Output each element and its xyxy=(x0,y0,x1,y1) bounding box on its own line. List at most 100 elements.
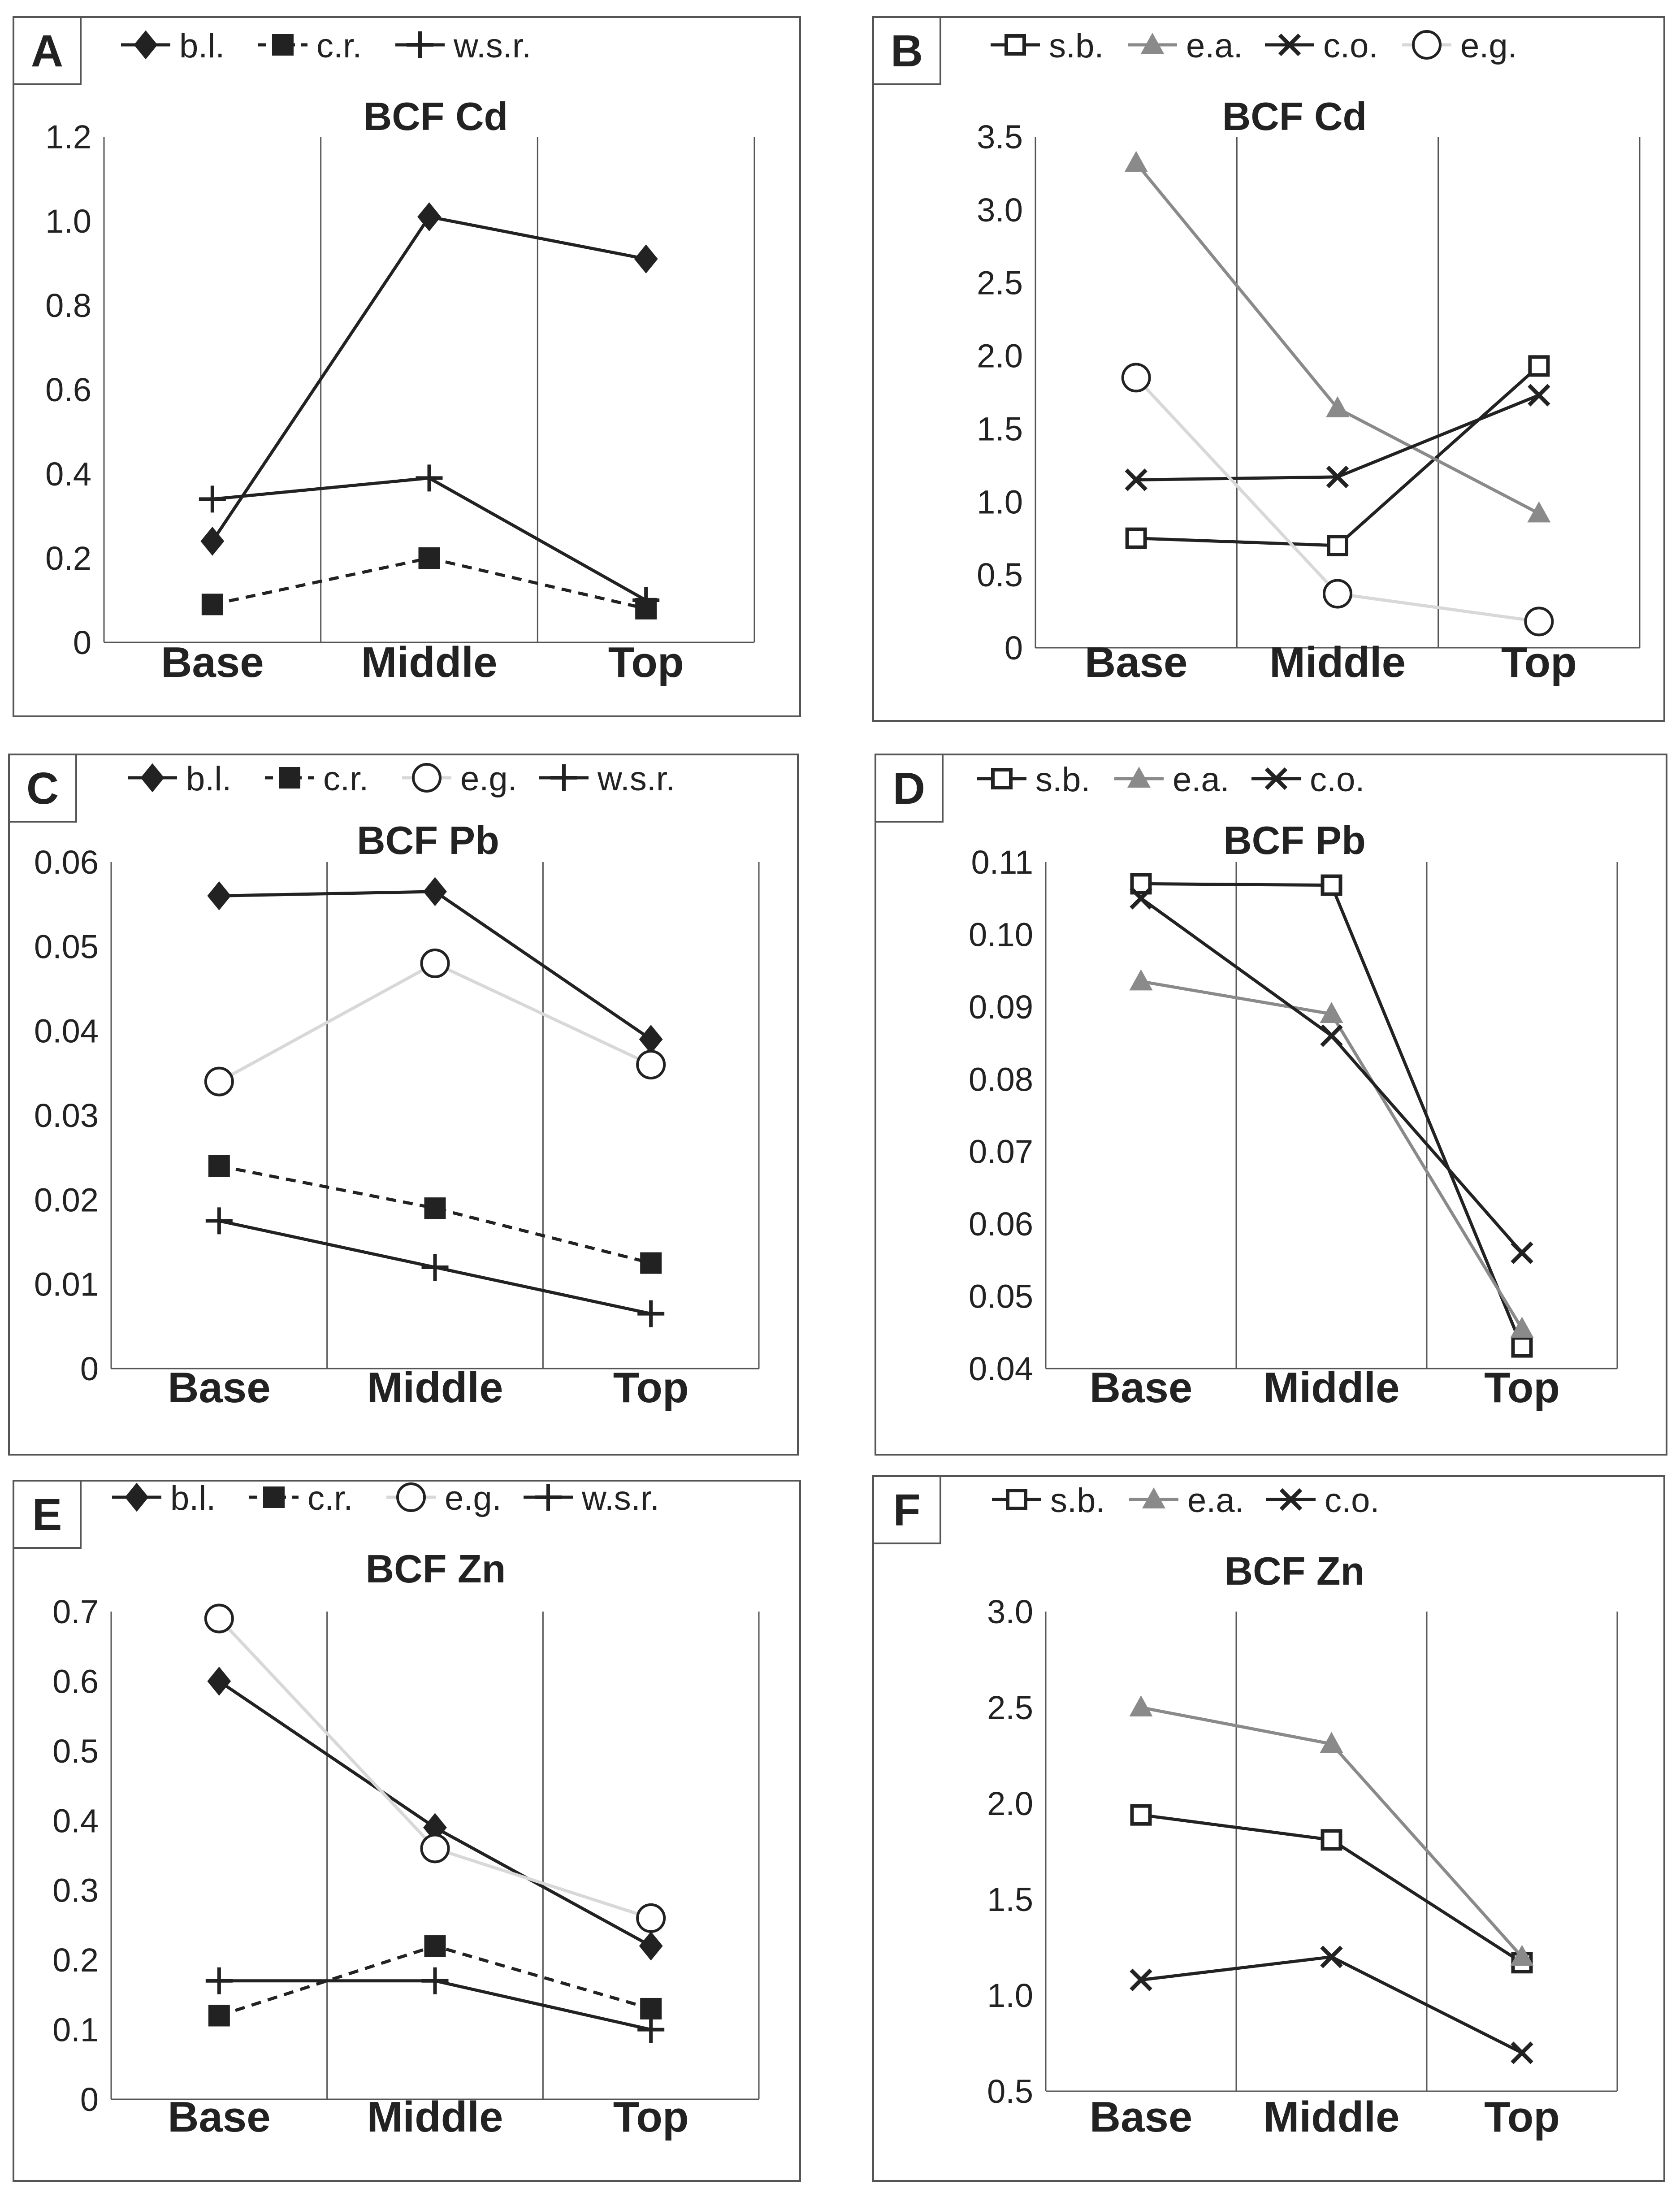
panel-c-ytick-label: 0.02 xyxy=(34,1181,99,1218)
panel-c-category-label: Base xyxy=(168,1364,271,1412)
data-point xyxy=(1528,355,1550,377)
data-point xyxy=(1129,1695,1153,1716)
data-point xyxy=(1320,1024,1343,1047)
legend-item: c.o. xyxy=(1265,27,1378,65)
panel-e-series-bl xyxy=(207,1667,663,1961)
data-point xyxy=(632,587,660,614)
panel-e-category-label: Top xyxy=(613,2093,689,2141)
data-point xyxy=(639,1025,663,1054)
series-line xyxy=(218,1617,652,1920)
panel-f-letter: F xyxy=(893,1485,920,1535)
panel-a-ytick-label: 0.4 xyxy=(45,455,91,493)
panel-e-series-cr xyxy=(208,1935,662,2027)
panel-a-series-wsr xyxy=(199,464,660,614)
panel-b-ytick-label: 2.0 xyxy=(977,338,1023,375)
legend-item: b.l. xyxy=(128,760,231,798)
panel-d-legend: s.b. e.a. c.o. xyxy=(977,761,1365,799)
data-point xyxy=(201,594,223,615)
data-point xyxy=(637,2016,665,2043)
legend-marker xyxy=(1127,767,1151,788)
panel-d: D BCF Pb 0.04 0.05 0.06 0.07 0.08 0.09 0.10 0.11 B… xyxy=(875,754,1667,1456)
panel-f-series-co xyxy=(1130,1946,1533,2064)
panel-f-ytick-label: 2.0 xyxy=(987,1785,1033,1822)
legend-marker xyxy=(279,767,300,789)
panel-a-ytick-label: 0 xyxy=(73,624,91,661)
data-point xyxy=(423,1813,447,1842)
data-point xyxy=(636,1050,666,1079)
data-point xyxy=(207,1667,231,1696)
data-point xyxy=(1130,1968,1152,1991)
legend-marker xyxy=(125,1482,149,1512)
data-point xyxy=(204,1066,234,1096)
legend-marker xyxy=(272,34,294,56)
panel-e: E BCF Zn 0 0.1 0.2 0.3 0.4 0.5 0.6 0.7 Base Middle T… xyxy=(13,1479,801,2182)
panel-d-ytick-label: 0.05 xyxy=(969,1278,1033,1315)
panel-b-series-co xyxy=(1125,384,1550,491)
panel-e-ytick-label: 0.7 xyxy=(52,1593,99,1630)
data-point xyxy=(1130,887,1152,910)
panel-a-letter-box xyxy=(13,16,82,85)
legend-item: c.r. xyxy=(249,1479,353,1517)
data-point xyxy=(1510,1317,1534,1338)
legend-marker xyxy=(1412,30,1442,60)
legend-item: w.s.r. xyxy=(524,1479,659,1517)
legend-marker xyxy=(134,30,158,60)
legend-item: w.s.r. xyxy=(539,760,675,798)
data-point xyxy=(1510,1945,1534,1966)
panel-e-category-label: Base xyxy=(168,2093,271,2141)
legend-item: b.l. xyxy=(112,1479,216,1517)
data-point xyxy=(1321,874,1342,896)
panel-f-ytick-label: 2.5 xyxy=(987,1689,1033,1726)
panel-a-frame xyxy=(13,16,801,717)
panel-c: C BCF Pb 0 0.01 0.02 0.03 0.04 0.05 0.06 Base Midd… xyxy=(8,754,799,1456)
data-point xyxy=(1125,527,1147,549)
legend-item: c.r. xyxy=(265,760,368,798)
panel-b-category-label: Base xyxy=(1085,638,1188,686)
panel-c-ytick-label: 0.01 xyxy=(34,1266,99,1303)
series-line xyxy=(1134,162,1540,515)
legend-item: e.g. xyxy=(402,760,517,798)
panel-b-series-sb xyxy=(1125,355,1550,556)
legend-label: c.o. xyxy=(1325,1482,1380,1520)
data-point xyxy=(639,1931,663,1961)
panel-f-category-label: Base xyxy=(1090,2093,1193,2141)
panel-c-series-wsr xyxy=(205,1207,665,1327)
panel-c-ytick-label: 0 xyxy=(80,1350,99,1387)
panel-b-ytick-label: 0.5 xyxy=(977,556,1023,594)
data-point xyxy=(421,1967,449,1994)
data-point xyxy=(640,1998,662,2019)
legend-label: s.b. xyxy=(1049,27,1104,65)
legend-marker xyxy=(1005,34,1026,56)
panel-d-series-sb xyxy=(1130,873,1533,1358)
panel-e-ytick-label: 0.3 xyxy=(52,1872,99,1909)
panel-b-series-eg xyxy=(1121,363,1554,637)
panel-b-ytick-label: 2.5 xyxy=(977,264,1023,302)
legend-item: c.r. xyxy=(258,27,362,65)
panel-f: F BCF Zn 0.5 1.0 1.5 2.0 2.5 3.0 Base Middle Top s.… xyxy=(872,1475,1665,2182)
data-point xyxy=(1320,1732,1343,1753)
data-point xyxy=(420,1833,450,1863)
data-point xyxy=(424,1197,446,1219)
legend-label: b.l. xyxy=(170,1479,216,1517)
panel-c-series-bl xyxy=(207,877,663,1054)
legend-label: c.r. xyxy=(316,27,362,65)
panel-a-ytick-label: 1.0 xyxy=(45,203,91,240)
legend-marker xyxy=(140,763,165,793)
panel-a-ytick-label: 0.2 xyxy=(45,540,91,577)
legend-marker xyxy=(412,763,442,793)
legend-marker xyxy=(263,1486,285,1508)
panel-b-ytick-label: 1.5 xyxy=(977,410,1023,447)
panel-e-letter: E xyxy=(32,1490,62,1540)
legend-item: e.g. xyxy=(1402,27,1517,65)
panel-d-series-ea xyxy=(1129,969,1534,1338)
panel-f-category-label: Top xyxy=(1484,2093,1560,2141)
panel-e-ytick-label: 0.6 xyxy=(52,1663,99,1700)
panel-b: B BCF Cd 0 0.5 1.0 1.5 2.0 2.5 3.0 3.5 Base Middle T… xyxy=(872,16,1665,722)
data-point xyxy=(1326,465,1349,489)
panel-e-frame xyxy=(13,1480,801,2182)
legend-item: e.a. xyxy=(1128,27,1243,65)
panel-c-series-eg xyxy=(204,949,666,1096)
panel-d-category-label: Middle xyxy=(1264,1364,1400,1412)
data-point xyxy=(424,1935,446,1957)
